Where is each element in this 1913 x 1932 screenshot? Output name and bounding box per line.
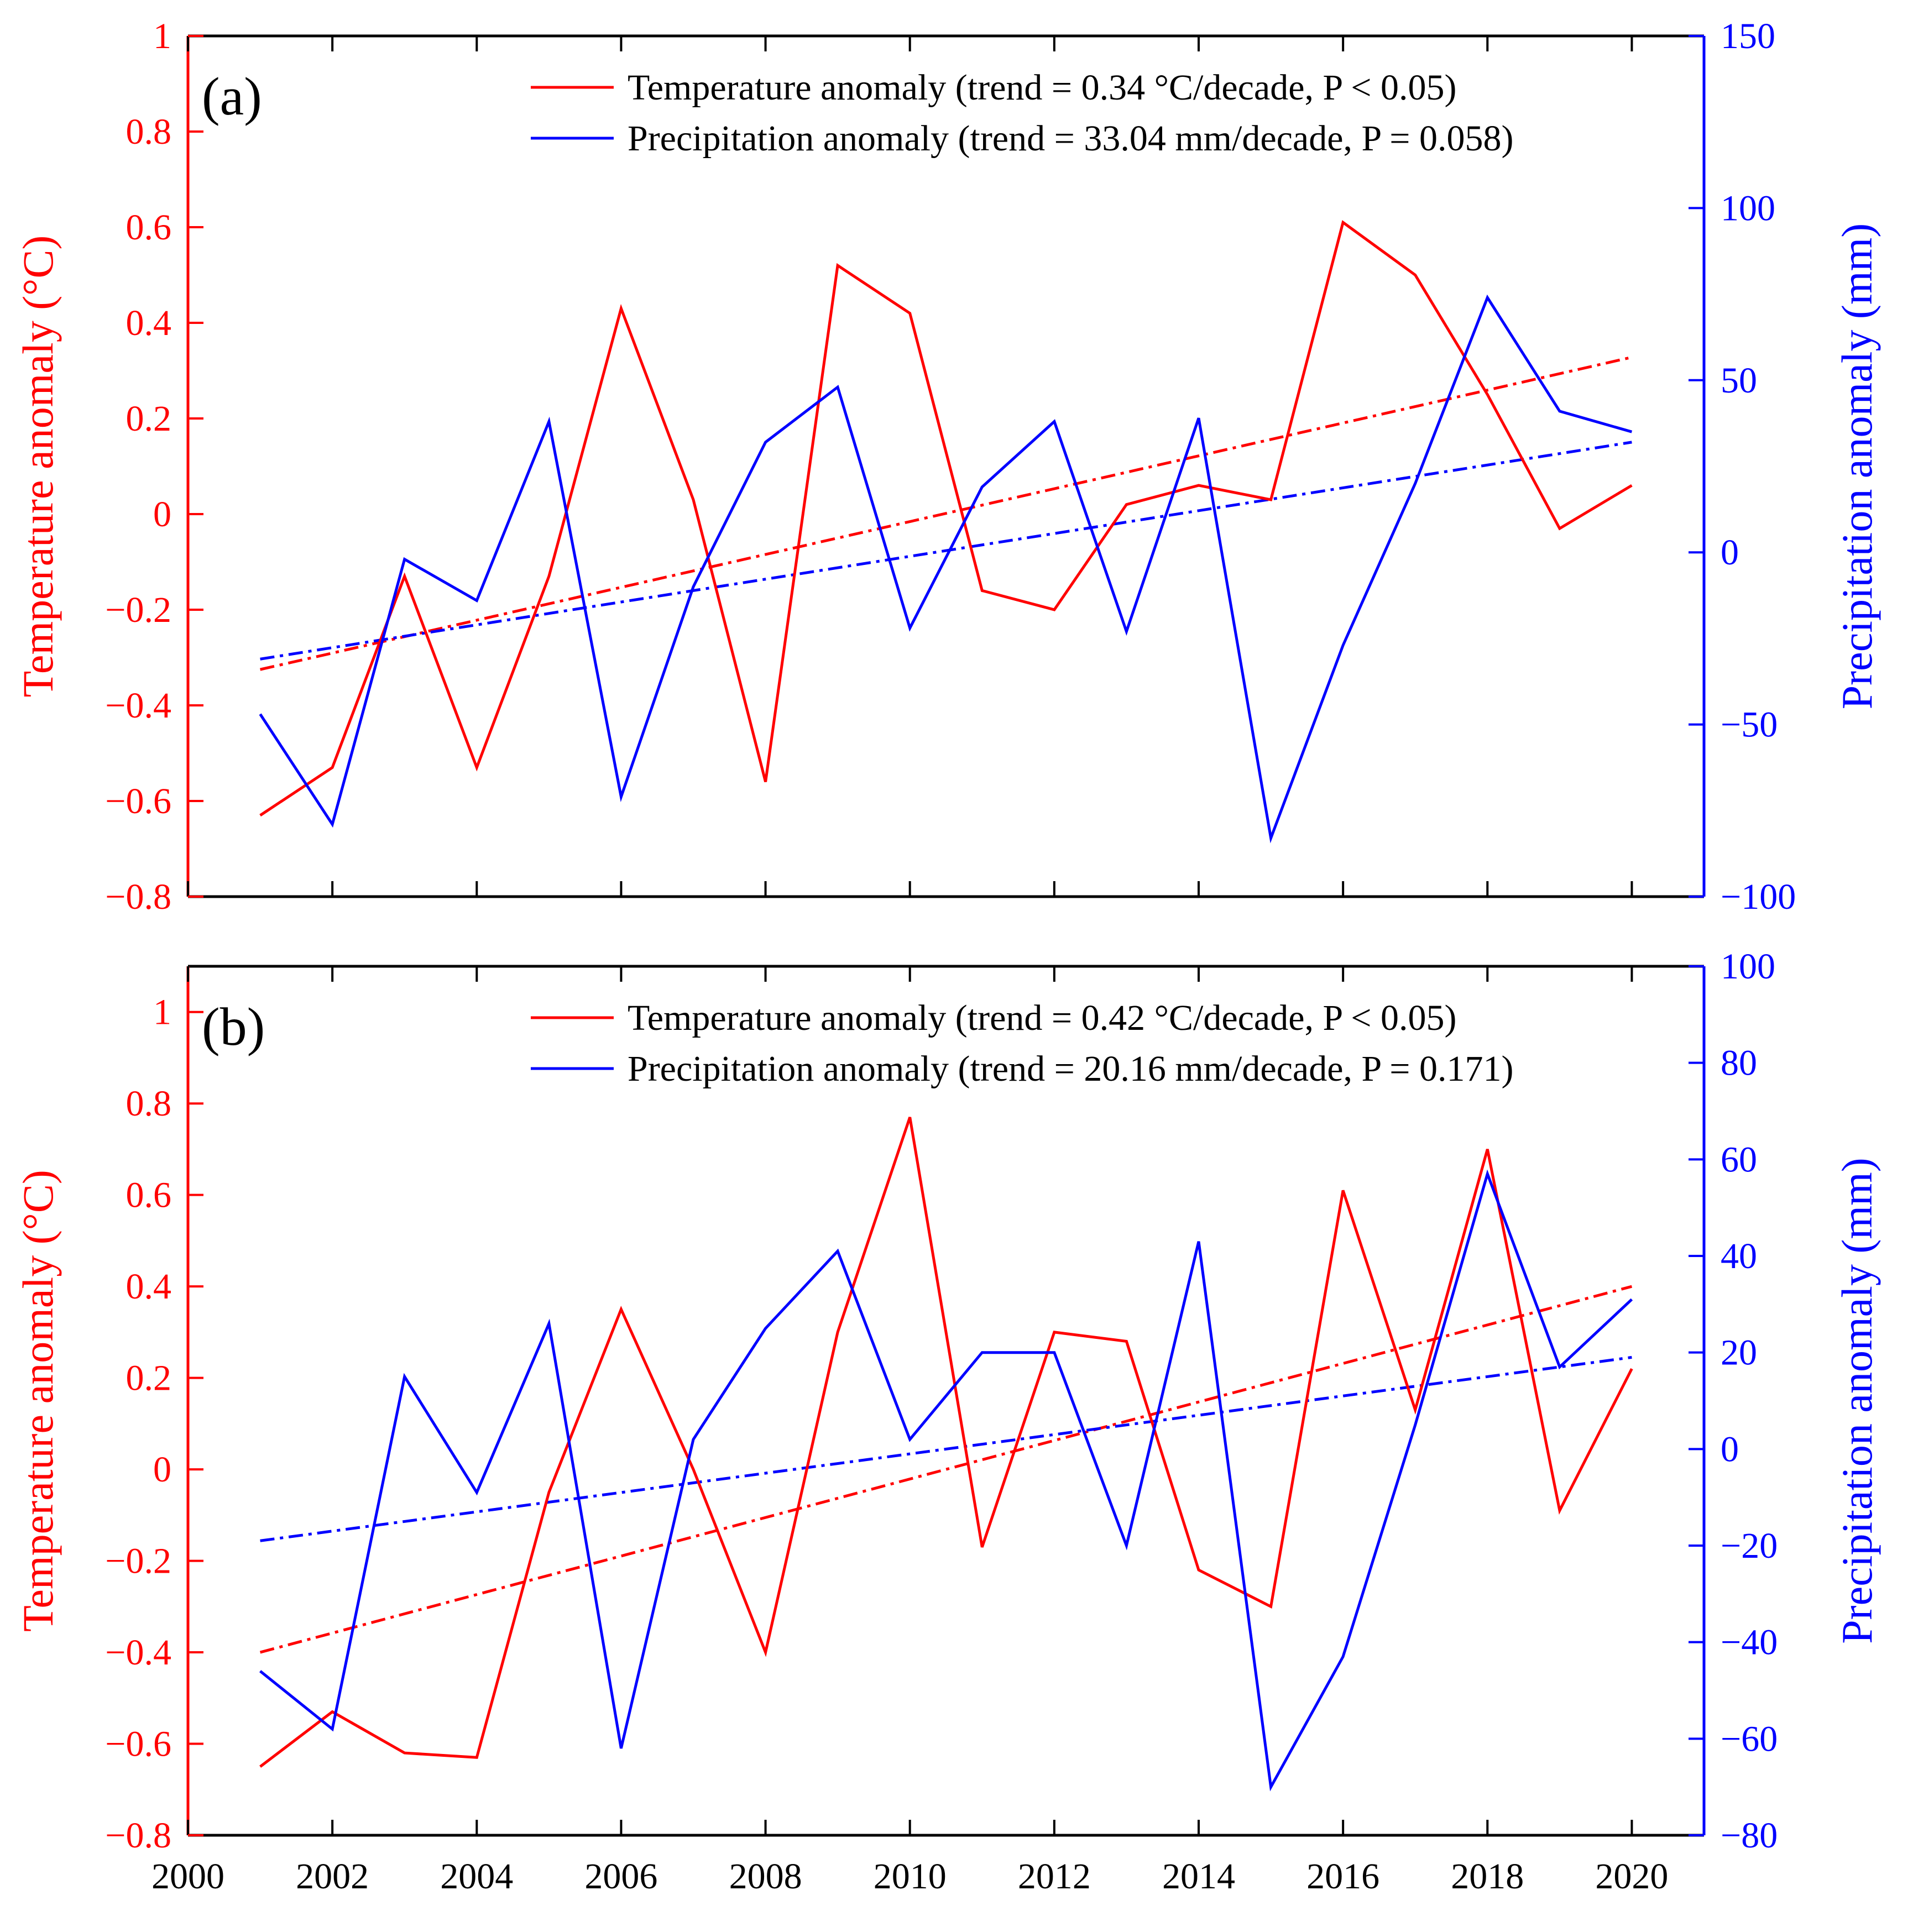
legend-label-precipitation: Precipitation anomaly (trend = 33.04 mm/… (628, 118, 1513, 159)
panel-a: −0.8 −0.6 −0.4 −0.2 0 0.2 0.4 0.6 0.8 1 −100 −50 0 50… (14, 16, 1881, 917)
precipitation-anomaly-line (259, 294, 1633, 844)
precipitation-anomaly-line (259, 1169, 1633, 1792)
y-left-tick-label: −0.6 (105, 781, 171, 821)
x-tick-label: 2004 (440, 1856, 513, 1897)
panel-label: (b) (202, 997, 265, 1057)
x-tick-label: 2010 (874, 1856, 947, 1897)
x-tick-label: 2000 (151, 1856, 224, 1897)
y-left-tick-label: −0.8 (105, 877, 171, 917)
y-right-axis-title: Precipitation anomaly (mm) (1833, 1158, 1881, 1643)
y-left-tick-label: −0.6 (105, 1724, 171, 1765)
y-left-tick-label: 0.6 (126, 207, 172, 248)
y-right-tick-label: 150 (1721, 16, 1775, 56)
y-left-tick-label: 0.4 (126, 303, 172, 343)
temperature-trend-line (260, 355, 1632, 671)
y-left-tick-label: 0 (153, 1449, 171, 1490)
y-left-tick-label: 0.8 (126, 1083, 172, 1124)
y-left-tick-label: 1 (153, 16, 171, 56)
y-left-axis-title: Temperature anomaly (°C) (14, 235, 62, 698)
y-right-tick-label: 60 (1721, 1139, 1757, 1180)
y-left-tick-label: −0.4 (105, 685, 171, 726)
y-left-axis-title: Temperature anomaly (°C) (14, 1170, 62, 1632)
y-right-tick-label: 50 (1721, 360, 1757, 401)
x-tick-label: 2006 (584, 1856, 657, 1897)
y-left-tick-label: −0.8 (105, 1815, 171, 1856)
y-right-tick-label: 40 (1721, 1236, 1757, 1276)
y-left-tick-label: 0.8 (126, 112, 172, 152)
y-right-tick-label: 0 (1721, 1429, 1739, 1469)
y-left-tick-label: 0.2 (126, 399, 172, 439)
y-right-tick-label: −50 (1721, 705, 1778, 745)
panel-label: (a) (202, 67, 262, 127)
y-left-tick-label: 1 (153, 992, 171, 1033)
y-left-tick-label: −0.2 (105, 1541, 171, 1582)
legend-label-precipitation: Precipitation anomaly (trend = 20.16 mm/… (628, 1049, 1513, 1089)
y-left-tick-label: 0.4 (126, 1266, 172, 1307)
y-left-tick-label: 0.2 (126, 1358, 172, 1399)
y-left-tick-label: −0.4 (105, 1632, 171, 1673)
x-tick-label: 2018 (1451, 1856, 1524, 1897)
y-right-tick-label: 100 (1721, 188, 1775, 228)
y-right-tick-label: 100 (1721, 946, 1775, 987)
x-tick-label: 2020 (1595, 1856, 1668, 1897)
y-left-tick-label: −0.2 (105, 590, 171, 630)
y-right-tick-label: −60 (1721, 1719, 1778, 1759)
y-right-axis-title: Precipitation anomaly (mm) (1833, 223, 1881, 709)
x-tick-label: 2008 (729, 1856, 802, 1897)
temperature-anomaly-line (259, 1117, 1633, 1768)
temperature-anomaly-line (259, 220, 1633, 817)
x-tick-label: 2012 (1018, 1856, 1091, 1897)
y-right-tick-label: −40 (1721, 1622, 1778, 1663)
precipitation-trend-line (260, 1355, 1632, 1542)
precipitation-trend-line (260, 441, 1632, 661)
legend-label-temperature: Temperature anomaly (trend = 0.34 °C/dec… (628, 67, 1456, 108)
y-left-tick-label: 0 (153, 494, 171, 535)
legend-label-temperature: Temperature anomaly (trend = 0.42 °C/dec… (628, 998, 1456, 1038)
y-right-tick-label: 0 (1721, 532, 1739, 573)
temperature-trend-line (259, 1285, 1633, 1654)
y-right-tick-label: 80 (1721, 1043, 1757, 1083)
x-tick-label: 2014 (1162, 1856, 1235, 1897)
y-left-tick-label: 0.6 (126, 1175, 172, 1216)
y-right-tick-label: −80 (1721, 1815, 1778, 1856)
x-tick-label: 2002 (296, 1856, 369, 1897)
y-right-tick-label: −20 (1721, 1526, 1778, 1566)
y-right-tick-label: −100 (1721, 877, 1796, 917)
panel-b: 2000 2002 2004 2006 2008 2010 2012 2014 2016 2018… (14, 946, 1881, 1897)
x-tick-label: 2016 (1306, 1856, 1379, 1897)
y-right-tick-label: 20 (1721, 1333, 1757, 1373)
